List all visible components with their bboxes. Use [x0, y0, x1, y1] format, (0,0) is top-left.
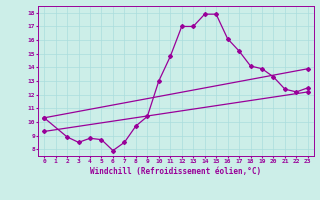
- X-axis label: Windchill (Refroidissement éolien,°C): Windchill (Refroidissement éolien,°C): [91, 167, 261, 176]
